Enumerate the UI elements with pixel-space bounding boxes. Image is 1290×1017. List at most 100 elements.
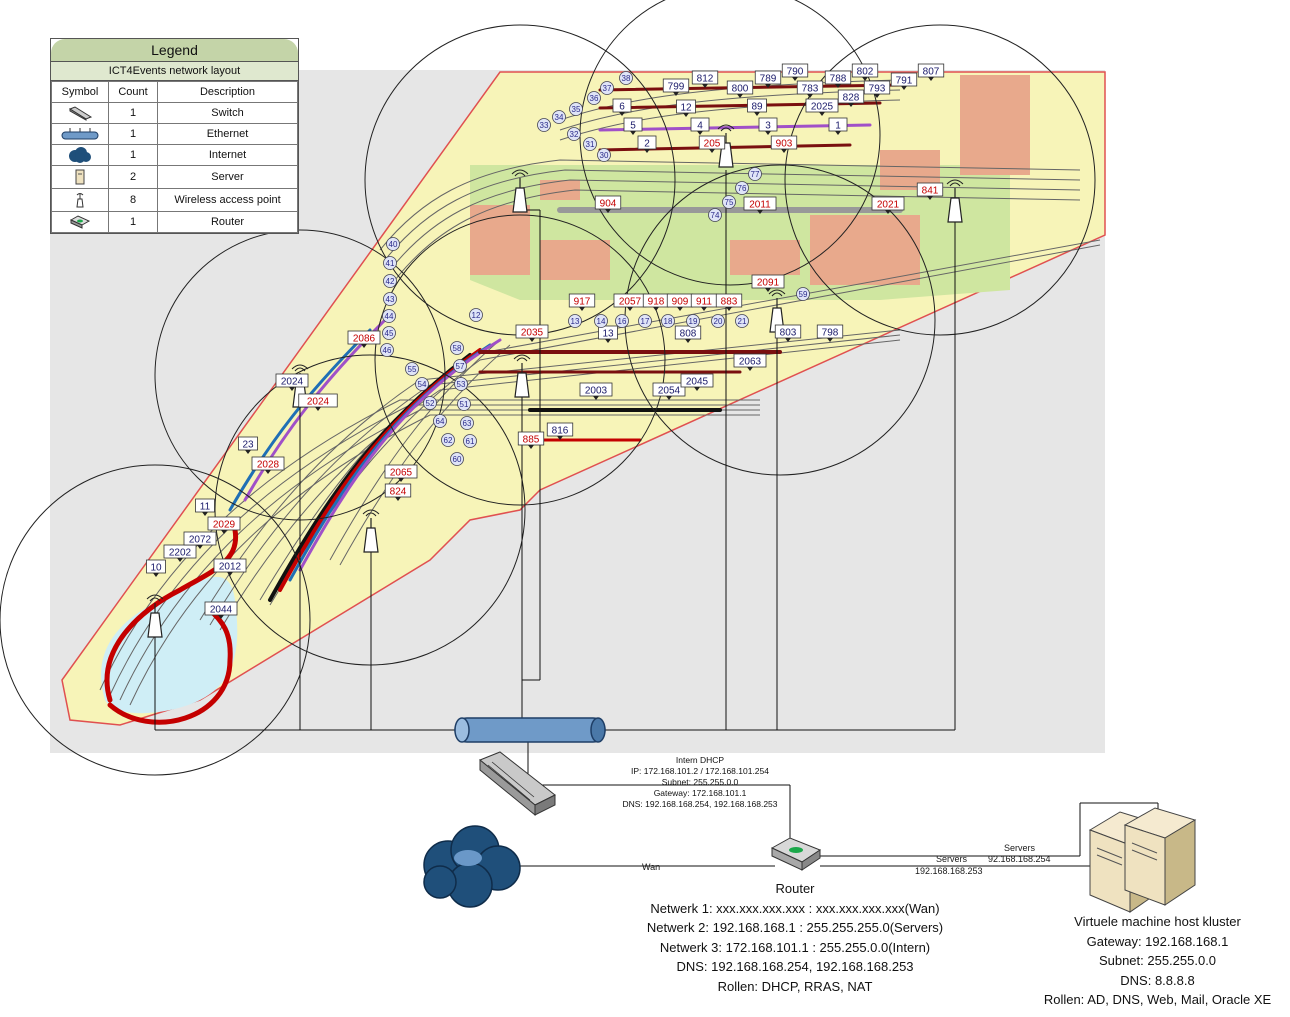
- svg-text:904: 904: [600, 199, 617, 210]
- wireless-access-point-icon: [362, 509, 380, 553]
- track-number-circle: 52: [423, 396, 437, 410]
- legend-title: Legend: [51, 39, 298, 62]
- switch-info-line: Gateway: 172.168.101.1: [653, 788, 747, 798]
- track-badge: 13: [598, 325, 618, 343]
- svg-text:824: 824: [390, 487, 407, 498]
- svg-text:2011: 2011: [749, 200, 771, 211]
- track-number-circle: 12: [469, 308, 483, 322]
- track-badge: 11: [195, 498, 215, 516]
- svg-text:790: 790: [787, 67, 804, 78]
- legend-header-description: Description: [157, 81, 298, 103]
- router-device: [770, 837, 822, 871]
- router-info: Router Netwerk 1: xxx.xxx.xxx.xxx : xxx.…: [605, 879, 985, 996]
- track-badge: 807: [917, 63, 945, 81]
- track-number-circle: 60: [450, 452, 464, 466]
- track-number-circle: 13: [568, 314, 582, 328]
- router-info-line: Rollen: DHCP, RRAS, NAT: [717, 978, 873, 994]
- svg-text:74: 74: [711, 211, 720, 220]
- legend-description: Ethernet: [157, 123, 298, 145]
- svg-text:63: 63: [463, 419, 472, 428]
- track-number-circle: 61: [463, 434, 477, 448]
- track-badge: 2091: [751, 274, 785, 292]
- svg-text:32: 32: [570, 130, 579, 139]
- svg-text:11: 11: [200, 502, 211, 513]
- svg-text:883: 883: [721, 297, 738, 308]
- track-number-circle: 57: [453, 359, 467, 373]
- server-cluster: [1088, 807, 1197, 913]
- track-number-circle: 41: [383, 256, 397, 270]
- wireless-access-point-icon: [511, 169, 529, 213]
- track-number-circle: 17: [638, 314, 652, 328]
- wan-label: Wan: [642, 862, 660, 872]
- track-number-circle: 45: [382, 326, 396, 340]
- svg-text:42: 42: [386, 277, 395, 286]
- switch-icon: [68, 106, 93, 121]
- svg-text:812: 812: [697, 74, 714, 85]
- svg-text:23: 23: [242, 440, 254, 451]
- svg-text:5: 5: [630, 121, 636, 132]
- svg-text:2012: 2012: [219, 562, 242, 573]
- legend: Legend ICT4Events network layout Symbol …: [50, 38, 299, 234]
- svg-text:55: 55: [408, 365, 417, 374]
- legend-subtitle: ICT4Events network layout: [51, 62, 298, 81]
- track-number-circle: 20: [711, 314, 725, 328]
- track-number-circle: 77: [748, 167, 762, 181]
- track-number-circle: 74: [708, 208, 722, 222]
- ethernet-icon: [61, 128, 99, 140]
- track-badge: 2072: [183, 531, 217, 549]
- legend-table: Symbol Count Description 1 Switch 1 Ethe…: [51, 81, 298, 233]
- svg-text:2091: 2091: [757, 278, 780, 289]
- legend-description: Server: [157, 165, 298, 189]
- legend-count: 1: [108, 123, 158, 145]
- legend-count: 8: [108, 188, 158, 212]
- track-badge: 808: [674, 325, 702, 343]
- track-number-circle: 18: [661, 314, 675, 328]
- svg-text:2054: 2054: [658, 386, 681, 397]
- svg-text:62: 62: [444, 436, 453, 445]
- track-badge: 783: [796, 80, 824, 98]
- track-badge: 2024: [275, 373, 309, 391]
- svg-text:800: 800: [732, 84, 749, 95]
- svg-text:13: 13: [602, 329, 614, 340]
- svg-text:43: 43: [386, 295, 395, 304]
- legend-header-symbol: Symbol: [51, 81, 109, 103]
- svg-text:34: 34: [555, 113, 564, 122]
- track-badge: 2202: [163, 544, 197, 562]
- svg-text:2044: 2044: [210, 605, 233, 616]
- legend-header-count: Count: [108, 81, 158, 103]
- legend-row: 1 Ethernet: [51, 123, 298, 145]
- svg-text:2024: 2024: [307, 397, 330, 408]
- track-badge: 2086: [347, 330, 381, 348]
- track-badge: 2054: [652, 382, 686, 400]
- router-info-line: DNS: 192.168.168.254, 192.168.168.253: [676, 959, 914, 974]
- svg-text:41: 41: [386, 259, 395, 268]
- svg-text:2063: 2063: [739, 357, 762, 368]
- wireless-access-point-icon: [146, 594, 164, 638]
- svg-text:18: 18: [664, 317, 673, 326]
- track-badge: 885: [517, 431, 545, 449]
- track-number-circle: 31: [583, 137, 597, 151]
- track-badge: 812: [691, 70, 719, 88]
- svg-text:2029: 2029: [213, 520, 236, 531]
- track-number-circle: 55: [405, 362, 419, 376]
- svg-text:60: 60: [453, 455, 462, 464]
- svg-text:2035: 2035: [521, 328, 544, 339]
- track-number-circle: 14: [594, 314, 608, 328]
- track-badge: 816: [546, 422, 574, 440]
- track-number-circle: 44: [382, 309, 396, 323]
- track-badge: 2025: [805, 98, 839, 116]
- svg-text:2: 2: [644, 139, 650, 150]
- server-cluster-line: Subnet: 255.255.0.0: [1098, 953, 1217, 968]
- svg-text:30: 30: [600, 151, 609, 160]
- server-cluster-title: Virtuele machine host kluster: [1074, 914, 1241, 929]
- track-bundle-main: [99, 79, 1101, 706]
- router-icon: [69, 215, 91, 229]
- svg-text:2065: 2065: [390, 468, 413, 479]
- svg-text:2072: 2072: [189, 535, 212, 546]
- svg-text:61: 61: [466, 437, 475, 446]
- track-badge: 2021: [871, 196, 905, 214]
- legend-count: 1: [108, 102, 158, 124]
- svg-text:21: 21: [738, 317, 747, 326]
- wireless-access-point-icon: [513, 354, 531, 398]
